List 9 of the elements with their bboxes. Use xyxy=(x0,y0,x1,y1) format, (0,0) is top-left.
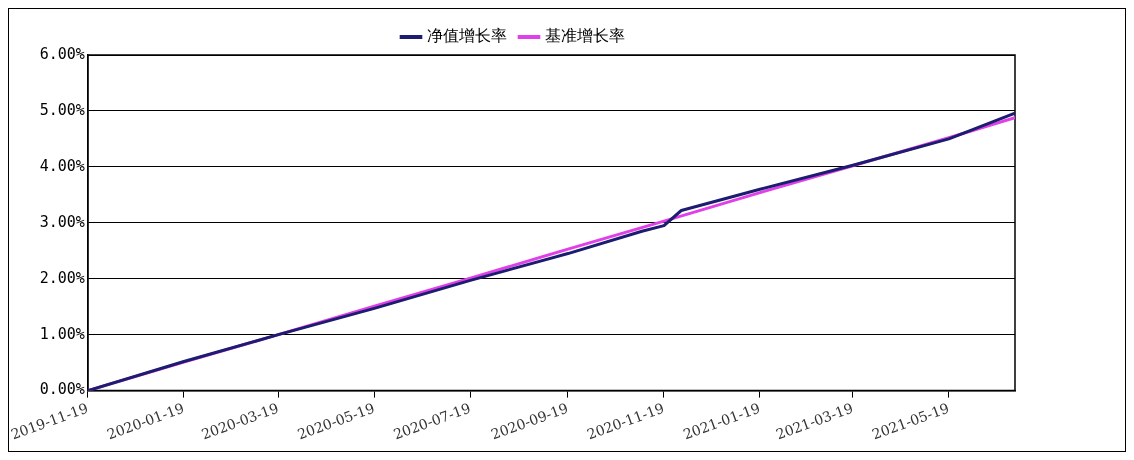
y-tick-label: 6.00% xyxy=(39,44,85,63)
legend-label: 基准增长率 xyxy=(545,26,625,46)
y-tick-label: 4.00% xyxy=(39,156,85,175)
legend-label: 净值增长率 xyxy=(427,26,507,46)
y-tick-label: 5.00% xyxy=(39,100,85,119)
y-tick-label: 2.00% xyxy=(39,268,85,287)
y-tick-label: 3.00% xyxy=(39,212,85,231)
y-tick-label: 1.00% xyxy=(39,324,85,343)
y-tick-label: 0.00% xyxy=(39,380,85,399)
